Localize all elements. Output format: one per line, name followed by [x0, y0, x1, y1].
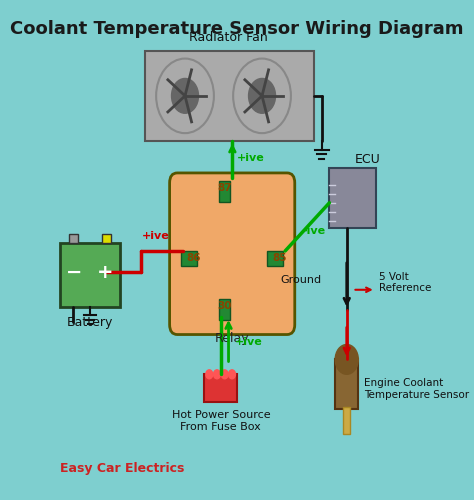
- Text: +ive: +ive: [235, 337, 263, 347]
- Text: −: −: [66, 263, 82, 282]
- Bar: [102, 234, 111, 242]
- Bar: [267, 251, 283, 266]
- Text: +: +: [97, 263, 114, 282]
- Text: Engine Coolant
Temperature Sensor: Engine Coolant Temperature Sensor: [364, 378, 469, 400]
- Text: -ive: -ive: [302, 226, 326, 236]
- FancyBboxPatch shape: [170, 173, 295, 334]
- Text: Radiator Fan: Radiator Fan: [189, 30, 268, 44]
- Text: Ground: Ground: [281, 275, 322, 285]
- Text: +ive: +ive: [142, 231, 170, 241]
- Text: Hot Power Source
From Fuse Box: Hot Power Source From Fuse Box: [172, 410, 270, 432]
- Circle shape: [335, 344, 358, 374]
- Text: Easy Car Electrics: Easy Car Electrics: [60, 462, 184, 475]
- Text: +ive: +ive: [237, 153, 265, 163]
- Circle shape: [172, 78, 199, 114]
- Bar: [181, 251, 197, 266]
- Bar: [219, 298, 230, 320]
- Circle shape: [221, 370, 228, 379]
- Bar: [204, 374, 237, 402]
- Bar: [343, 406, 350, 434]
- Text: ECU: ECU: [355, 154, 381, 166]
- Text: 5 Volt
Reference: 5 Volt Reference: [380, 272, 432, 293]
- Bar: [219, 181, 230, 202]
- Circle shape: [206, 370, 213, 379]
- Bar: [69, 234, 78, 242]
- Text: 86: 86: [187, 254, 201, 264]
- Circle shape: [228, 370, 236, 379]
- Bar: [335, 360, 358, 409]
- Circle shape: [213, 370, 220, 379]
- Bar: [329, 168, 375, 228]
- Text: 85: 85: [272, 254, 287, 264]
- Bar: [60, 242, 119, 307]
- Circle shape: [248, 78, 275, 114]
- Text: Coolant Temperature Sensor Wiring Diagram: Coolant Temperature Sensor Wiring Diagra…: [10, 20, 464, 38]
- Text: Battery: Battery: [67, 316, 113, 328]
- Bar: [145, 51, 314, 141]
- Text: 87: 87: [217, 184, 232, 194]
- Text: 30: 30: [217, 301, 231, 311]
- Text: Relay: Relay: [215, 332, 250, 344]
